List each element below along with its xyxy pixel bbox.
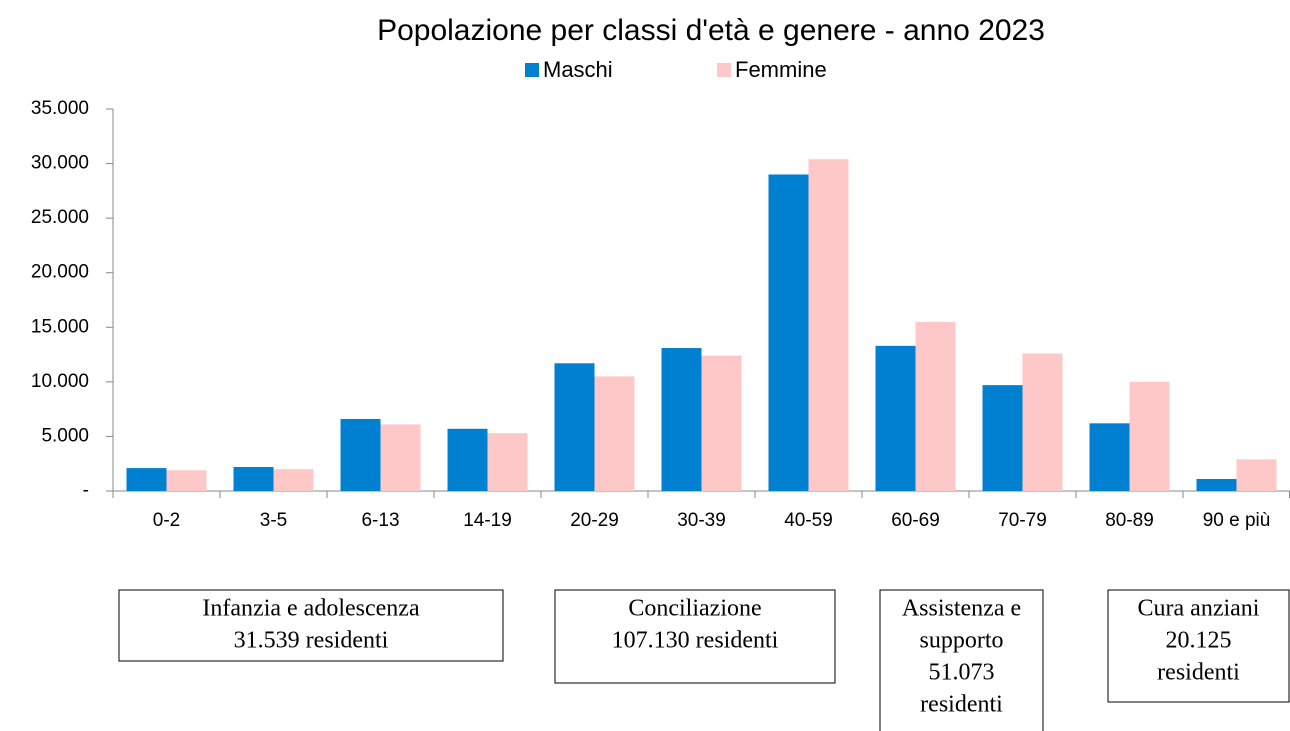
x-tick-label: 90 e più bbox=[1203, 510, 1271, 531]
x-tick-label: 60-69 bbox=[891, 510, 940, 531]
legend-label: Maschi bbox=[543, 57, 613, 82]
annotation-text: 31.539 residenti bbox=[234, 628, 389, 654]
bar bbox=[340, 418, 381, 491]
annotation-text: 20.125 bbox=[1166, 628, 1232, 654]
y-tick-label: 30.000 bbox=[31, 153, 89, 174]
bar bbox=[875, 345, 916, 491]
annotation-text: Assistenza e bbox=[902, 596, 1021, 622]
x-tick-label: 3-5 bbox=[260, 510, 287, 531]
bar bbox=[701, 355, 742, 491]
annotation-box bbox=[118, 589, 504, 662]
bar bbox=[380, 424, 421, 491]
bar bbox=[233, 466, 274, 491]
bar bbox=[594, 376, 635, 491]
bar bbox=[1089, 423, 1130, 491]
bar bbox=[273, 469, 314, 491]
y-tick-label: 5.000 bbox=[41, 425, 89, 446]
y-tick-label: 35.000 bbox=[31, 98, 89, 119]
annotation-box bbox=[879, 589, 1044, 731]
annotation-text: residenti bbox=[920, 692, 1003, 718]
y-tick-label: - bbox=[83, 480, 89, 501]
annotation-text: 107.130 residenti bbox=[612, 628, 779, 654]
x-tick-label: 14-19 bbox=[463, 510, 512, 531]
y-tick-label: 20.000 bbox=[31, 262, 89, 283]
x-tick-label: 0-2 bbox=[153, 510, 180, 531]
x-tick-label: 30-39 bbox=[677, 510, 726, 531]
bar bbox=[1236, 459, 1277, 491]
annotation-text: Cura anziani bbox=[1138, 596, 1260, 622]
bar bbox=[1196, 478, 1237, 491]
x-tick-label: 80-89 bbox=[1105, 510, 1154, 531]
bar bbox=[487, 433, 528, 491]
annotation-text: Infanzia e adolescenza bbox=[202, 596, 420, 622]
annotation-text: 51.073 bbox=[929, 660, 995, 686]
bar bbox=[768, 174, 809, 491]
bar bbox=[1022, 353, 1063, 491]
legend-swatch bbox=[525, 63, 539, 77]
annotation-box bbox=[554, 589, 836, 684]
x-tick-label: 20-29 bbox=[570, 510, 619, 531]
bar bbox=[447, 428, 488, 491]
y-tick-label: 25.000 bbox=[31, 207, 89, 228]
annotation-text: residenti bbox=[1157, 660, 1240, 686]
bar bbox=[661, 348, 702, 491]
bar bbox=[554, 363, 595, 491]
legend-swatch bbox=[717, 63, 731, 77]
legend-label: Femmine bbox=[735, 57, 827, 82]
chart-title: Popolazione per classi d'età e genere - … bbox=[377, 14, 1045, 47]
x-tick-label: 6-13 bbox=[361, 510, 399, 531]
y-tick-label: 10.000 bbox=[31, 371, 89, 392]
bar bbox=[915, 321, 956, 491]
bar bbox=[982, 385, 1023, 491]
annotation-text: Conciliazione bbox=[628, 596, 761, 622]
bar bbox=[166, 470, 207, 491]
x-tick-label: 40-59 bbox=[784, 510, 833, 531]
bar bbox=[1129, 381, 1170, 491]
x-tick-label: 70-79 bbox=[998, 510, 1047, 531]
annotation-box bbox=[1107, 589, 1290, 703]
bar bbox=[808, 159, 849, 491]
annotation-text: supporto bbox=[920, 628, 1004, 654]
y-tick-label: 15.000 bbox=[31, 316, 89, 337]
bar bbox=[126, 468, 167, 491]
